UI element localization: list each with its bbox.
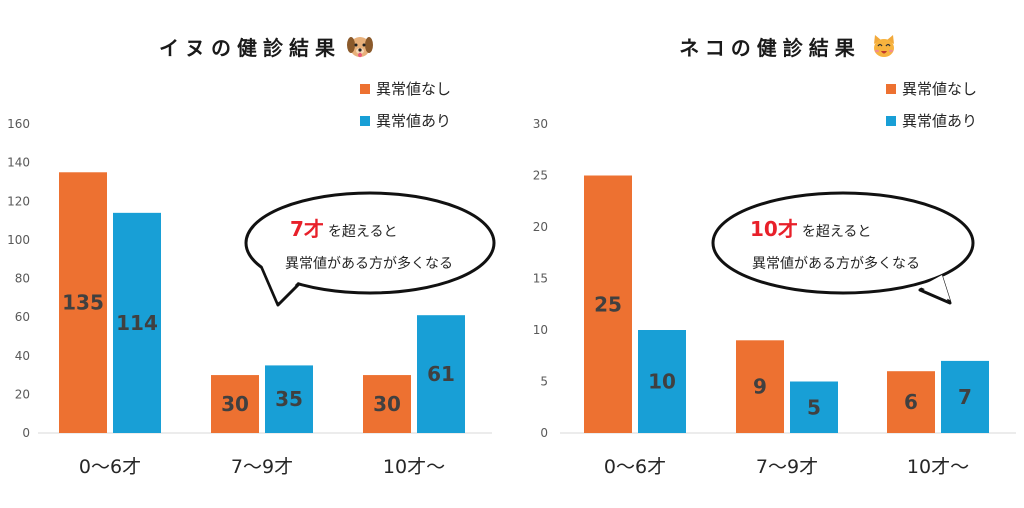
data-label: 6 (904, 390, 918, 414)
dog-face-emoji (347, 37, 373, 58)
y-tick-label: 160 (7, 117, 30, 131)
bar-no-abnormal (59, 172, 107, 433)
legend-label: 異常値あり (376, 112, 451, 130)
cat-ear-left (874, 35, 881, 44)
bar-abnormal (265, 365, 313, 433)
x-category-label: 0〜6才 (604, 456, 666, 478)
dog-eye-left (354, 43, 358, 47)
cat-eye-right (885, 43, 891, 47)
cat-eye-left (877, 43, 883, 47)
callout-line-2: 異常値がある方が多くなる (752, 255, 920, 272)
cat-cheek-left (875, 49, 879, 53)
data-label: 7 (958, 385, 972, 409)
bar-abnormal (417, 315, 465, 433)
bar-abnormal (113, 212, 161, 433)
callout-ellipse (711, 191, 975, 295)
callout-line-1: 10才 を超えると (750, 217, 871, 241)
cat-face-emoji (874, 35, 894, 57)
chart-title: イヌの健診結果 (159, 36, 341, 60)
bar-no-abnormal (736, 340, 784, 433)
dog-tongue (358, 52, 362, 58)
y-tick-label: 0 (540, 426, 548, 440)
data-label: 114 (116, 311, 158, 335)
chart-panel-2: ネコの健診結果 0 5 10 15 20 25 30 25 10 0〜6才 9 5 7〜9才 6 7 10才〜 異… (533, 35, 1016, 478)
bar-no-abnormal (363, 375, 411, 433)
x-category-label: 10才〜 (383, 456, 445, 478)
callout-tail-seam (920, 275, 950, 300)
legend-swatch (360, 116, 370, 126)
dog-ear-left (347, 37, 355, 53)
y-tick-label: 25 (533, 169, 548, 183)
callout-line-2: 異常値がある方が多くなる (285, 255, 453, 272)
cat-head (874, 39, 894, 57)
cat-ear-right (887, 35, 894, 44)
data-label: 10 (648, 370, 676, 394)
bar-abnormal (941, 360, 989, 433)
y-tick-label: 20 (15, 387, 30, 401)
bar-no-abnormal (887, 371, 935, 433)
bar-no-abnormal (584, 175, 632, 433)
dog-nose (358, 48, 362, 52)
legend-label: 異常値なし (376, 80, 451, 98)
bar-abnormal (790, 381, 838, 433)
data-label: 135 (62, 291, 104, 315)
data-label: 30 (373, 392, 401, 416)
legend-swatch (886, 116, 896, 126)
callout-accent: 7才 (290, 217, 324, 241)
y-tick-label: 15 (533, 272, 548, 286)
legend-label: 異常値なし (902, 80, 977, 98)
cat-cheek-right (889, 49, 893, 53)
y-tick-label: 140 (7, 156, 30, 170)
dog-ear-right (365, 37, 373, 53)
chart-panel-1: イヌの健診結果 0 20 40 60 80 100 120 140 160 135 114 0〜6才 30… (7, 36, 496, 478)
y-tick-label: 40 (15, 349, 30, 363)
y-tick-label: 20 (533, 220, 548, 234)
callout-line-1: 7才 を超えると (290, 217, 398, 241)
callout-ellipse (244, 191, 496, 295)
bar-abnormal (638, 330, 686, 433)
y-tick-label: 60 (15, 310, 30, 324)
data-label: 30 (221, 392, 249, 416)
y-tick-label: 100 (7, 233, 30, 247)
y-tick-label: 10 (533, 323, 548, 337)
callout-text: を超えると (328, 224, 398, 240)
data-label: 35 (275, 387, 303, 411)
y-tick-label: 80 (15, 272, 30, 286)
data-label: 61 (427, 362, 455, 386)
dog-head (350, 37, 370, 57)
dog-eye-right (362, 43, 366, 47)
callout-text: を超えると (802, 224, 872, 240)
x-category-label: 10才〜 (907, 456, 969, 478)
cat-mouth (881, 51, 887, 54)
callout-accent: 10才 (750, 217, 798, 241)
y-tick-label: 0 (22, 426, 30, 440)
callout-tail-seam (262, 265, 298, 302)
bar-no-abnormal (211, 375, 259, 433)
data-label: 5 (807, 395, 821, 419)
y-tick-label: 5 (540, 375, 548, 389)
y-tick-label: 30 (533, 117, 548, 131)
legend-swatch (360, 84, 370, 94)
x-category-label: 0〜6才 (79, 456, 141, 478)
y-tick-label: 120 (7, 194, 30, 208)
x-category-label: 7〜9才 (756, 456, 818, 478)
legend-swatch (886, 84, 896, 94)
data-label: 25 (594, 292, 622, 316)
legend-label: 異常値あり (902, 112, 977, 130)
data-label: 9 (753, 375, 767, 399)
chart-title: ネコの健診結果 (679, 36, 861, 60)
x-category-label: 7〜9才 (231, 456, 293, 478)
